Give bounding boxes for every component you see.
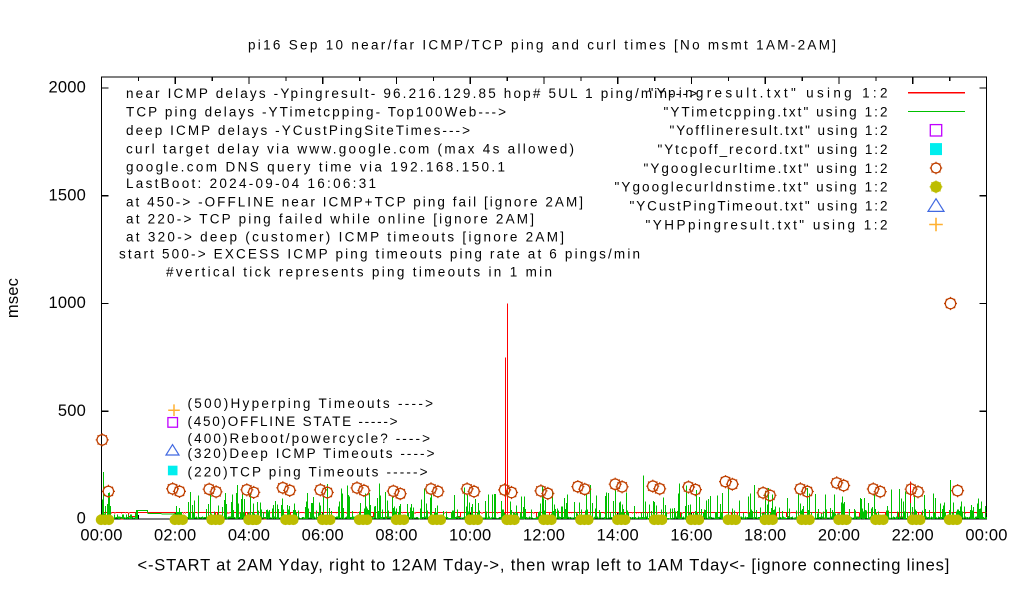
svg-text:2000: 2000	[48, 79, 86, 97]
svg-text:"Yofflineresult.txt" using 1:2: "Yofflineresult.txt" using 1:2	[670, 123, 888, 138]
svg-text:pi16 Sep 10 near/far ICMP/TCP: pi16 Sep 10 near/far ICMP/TCP ping and c…	[248, 38, 836, 53]
svg-text:(320)Deep ICMP Timeouts ---->: (320)Deep ICMP Timeouts ---->	[188, 446, 435, 461]
svg-text:1000: 1000	[48, 294, 86, 312]
svg-text:20:00: 20:00	[818, 527, 860, 545]
svg-text:22:00: 22:00	[892, 527, 934, 545]
svg-text:<-START at 2AM Yday, right to: <-START at 2AM Yday, right to 12AM Tday-…	[138, 556, 950, 574]
svg-text:(220)TCP ping Timeouts ----->: (220)TCP ping Timeouts ----->	[188, 465, 428, 480]
svg-text:at 320-> deep (customer) ICMP: at 320-> deep (customer) ICMP timeouts […	[126, 230, 564, 245]
svg-text:0: 0	[77, 510, 86, 528]
svg-text:near ICMP delays -Ypingresult-: near ICMP delays -Ypingresult- 96.216.12…	[126, 86, 697, 101]
svg-text:08:00: 08:00	[375, 527, 417, 545]
svg-text:"Ypingresult.txt" using 1:2: "Ypingresult.txt" using 1:2	[649, 85, 888, 100]
svg-text:google.com DNS query time via: google.com DNS query time via 192.168.15…	[126, 160, 505, 175]
svg-text:00:00: 00:00	[965, 527, 1007, 545]
svg-text:curl target delay via www.goog: curl target delay via www.google.com (ma…	[126, 142, 574, 157]
svg-text:14:00: 14:00	[597, 527, 639, 545]
svg-text:"YHPpingresult.txt" using 1:2: "YHPpingresult.txt" using 1:2	[646, 217, 888, 232]
svg-text:(450)OFFLINE STATE ----->: (450)OFFLINE STATE ----->	[188, 414, 398, 429]
svg-text:18:00: 18:00	[744, 527, 786, 545]
svg-text:deep ICMP delays -YCustPingSit: deep ICMP delays -YCustPingSiteTimes--->	[126, 123, 470, 138]
svg-text:06:00: 06:00	[302, 527, 344, 545]
svg-text:"Ytcpoff_record.txt" using 1:2: "Ytcpoff_record.txt" using 1:2	[658, 142, 888, 157]
svg-text:"YCustPingTimeout.txt" using 1: "YCustPingTimeout.txt" using 1:2	[630, 199, 888, 214]
svg-text:(500)Hyperping Timeouts ---->: (500)Hyperping Timeouts ---->	[188, 396, 434, 411]
svg-text:#vertical tick represents ping: #vertical tick represents ping timeouts …	[166, 265, 552, 280]
svg-text:at 220-> TCP ping failed while: at 220-> TCP ping failed while online [i…	[126, 212, 534, 227]
svg-text:500: 500	[58, 402, 86, 420]
svg-text:"Ygooglecurldnstime.txt" using: "Ygooglecurldnstime.txt" using 1:2	[615, 180, 888, 195]
svg-text:02:00: 02:00	[154, 527, 196, 545]
svg-text:msec: msec	[4, 278, 22, 318]
svg-text:10:00: 10:00	[449, 527, 491, 545]
svg-text:12:00: 12:00	[523, 527, 565, 545]
svg-text:LastBoot: 2024-09-04 16:06:31: LastBoot: 2024-09-04 16:06:31	[126, 176, 376, 191]
svg-text:16:00: 16:00	[670, 527, 712, 545]
svg-text:"Ygooglecurltime.txt" using 1:: "Ygooglecurltime.txt" using 1:2	[644, 161, 888, 176]
svg-text:00:00: 00:00	[80, 527, 122, 545]
svg-text:04:00: 04:00	[228, 527, 270, 545]
svg-text:at 450-> -OFFLINE near ICMP+TC: at 450-> -OFFLINE near ICMP+TCP ping fai…	[126, 195, 583, 210]
svg-text:1500: 1500	[48, 186, 86, 204]
